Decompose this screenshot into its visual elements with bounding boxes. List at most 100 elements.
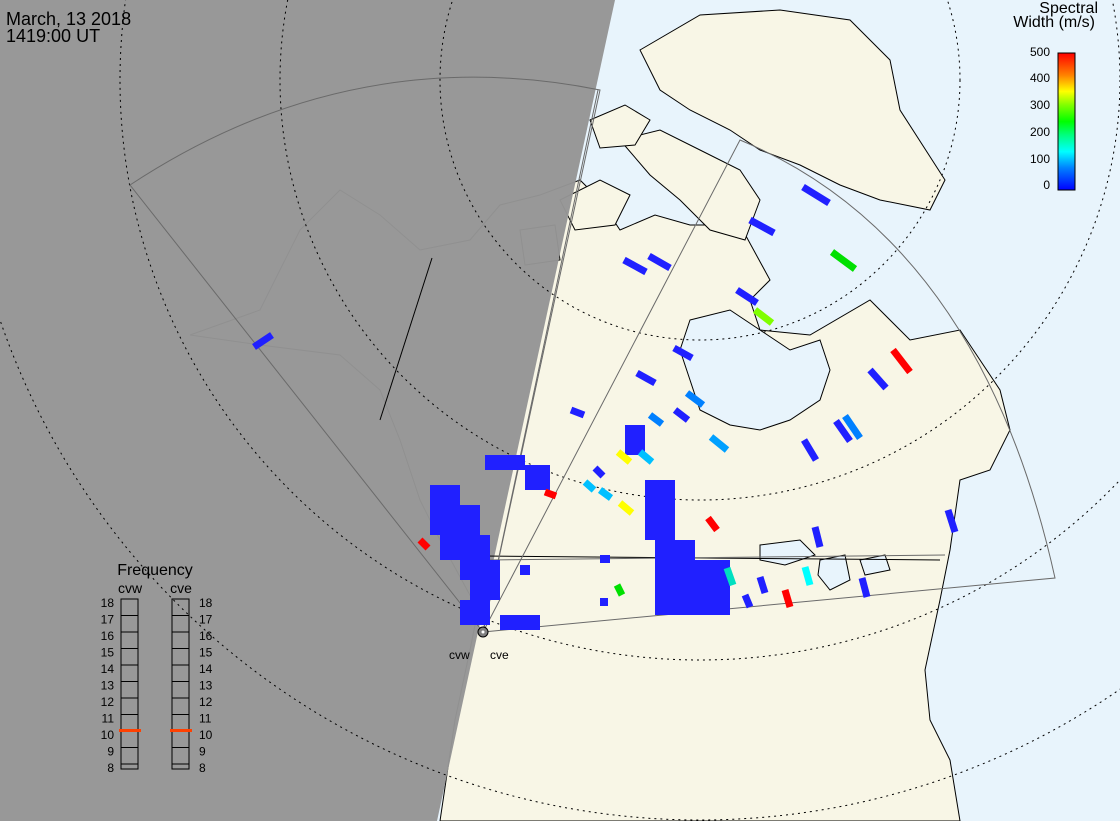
vector	[417, 537, 431, 551]
arctic-island-2	[589, 104, 651, 149]
legend-title-line2: Width (m/s)	[1013, 14, 1095, 31]
vector-layer	[252, 184, 959, 609]
fov-range-line-1	[487, 554, 946, 561]
frequency-scale-label: 17	[199, 613, 213, 627]
scatter-patch	[525, 465, 550, 490]
scatter-patch	[440, 535, 490, 560]
vector	[635, 369, 657, 387]
frequency-scale-label: 15	[101, 646, 115, 660]
frequency-scale-label: 9	[107, 745, 114, 759]
vector	[647, 412, 665, 427]
scatter-patch	[485, 455, 525, 470]
frequency-scale-label: 8	[199, 761, 206, 775]
vector	[592, 465, 606, 479]
vector	[613, 583, 626, 597]
vector	[582, 479, 597, 493]
fov-range-line-2	[482, 89, 599, 633]
vector	[543, 488, 558, 500]
time-label: 1419:00 UT	[6, 26, 100, 46]
vector	[597, 487, 614, 501]
frequency-scale-label: 15	[199, 646, 213, 660]
cve-frequency-column	[171, 598, 190, 770]
frequency-scale-label: 17	[101, 613, 115, 627]
frequency-scale-label: 14	[199, 662, 213, 676]
radar-fov	[129, 76, 1056, 634]
legend-tick-300: 300	[1030, 98, 1050, 112]
frequency-scale-label: 16	[101, 629, 115, 643]
legend-tick-400: 400	[1030, 71, 1050, 85]
scatter-patch	[460, 560, 500, 580]
scatter-patch	[430, 485, 460, 505]
cve-site-label: cve	[490, 648, 509, 662]
vector	[252, 332, 274, 350]
frequency-scale-label: 16	[199, 629, 213, 643]
scatter-patch	[625, 425, 645, 455]
legend-tick-0: 0	[1043, 178, 1050, 192]
scatter-patch	[430, 505, 480, 535]
frequency-scale-label: 13	[101, 679, 115, 693]
legend-tick-200: 200	[1030, 125, 1050, 139]
vector	[617, 500, 635, 516]
cvw-frequency-column	[120, 598, 139, 770]
alaska-border	[379, 257, 433, 421]
date-label: March, 13 2018	[6, 9, 131, 29]
vector	[801, 184, 831, 206]
vector	[741, 593, 754, 609]
vector	[615, 449, 633, 465]
vector	[756, 575, 769, 595]
frequency-cells	[121, 615, 189, 765]
vector	[858, 577, 871, 598]
frequency-scale-label: 9	[199, 745, 206, 759]
cvw-site-label: cvw	[449, 648, 470, 662]
legend-title-line1: Spectral	[1039, 0, 1098, 17]
vector	[829, 249, 858, 272]
vector	[708, 434, 730, 453]
great-lake-3	[859, 554, 891, 576]
scatter-patch	[520, 565, 530, 575]
scatter-patch	[470, 580, 500, 600]
frequency-scale-label: 12	[101, 695, 115, 709]
legend-tick-500: 500	[1030, 45, 1050, 59]
scatter-patch	[600, 555, 610, 563]
vector	[684, 390, 706, 408]
scatter-patch	[645, 480, 675, 540]
frequency-col2-label: cve	[170, 580, 192, 596]
vector	[569, 406, 586, 419]
vector	[801, 566, 814, 586]
scatter-layer	[430, 425, 730, 630]
frequency-scale-label: 18	[199, 596, 213, 610]
frequency-scale-label: 13	[199, 679, 213, 693]
vector	[890, 347, 913, 375]
frequency-scale-labels: 18 18 17 17 16 16 15 15 14 14 13 13 12 12 11 11 10 10 9 9 8 8	[101, 596, 213, 775]
frequency-col1-label: cvw	[118, 580, 143, 596]
frequency-scale-label: 10	[199, 728, 213, 742]
frequency-scale-label: 10	[101, 728, 115, 742]
vector	[800, 438, 820, 462]
vector	[752, 307, 775, 326]
legend-tick-100: 100	[1030, 152, 1050, 166]
cve-fov-outline	[482, 139, 1056, 633]
frequency-scale-label: 11	[102, 712, 115, 726]
vector	[637, 449, 655, 465]
frequency-title: Frequency	[117, 562, 193, 579]
scatter-patch	[460, 600, 490, 625]
vector	[748, 216, 776, 237]
radar-site-center	[481, 630, 485, 634]
scatter-patch	[500, 615, 540, 630]
vector	[944, 508, 959, 534]
frequency-scale-label: 12	[199, 695, 213, 709]
vector	[867, 367, 889, 391]
vector	[647, 252, 672, 272]
radar-sites: cvw cve	[449, 626, 509, 662]
spectral-width-legend: Spectral Width (m/s) 500 400 300 200 100…	[1013, 0, 1098, 192]
vector	[723, 566, 737, 587]
vector	[781, 589, 794, 608]
vector	[833, 418, 853, 444]
lat-circle-1	[439, 0, 961, 341]
hudson-bay	[679, 309, 831, 431]
vector	[672, 344, 694, 362]
frequency-scale-label: 8	[107, 761, 114, 775]
scatter-patch	[600, 598, 608, 606]
